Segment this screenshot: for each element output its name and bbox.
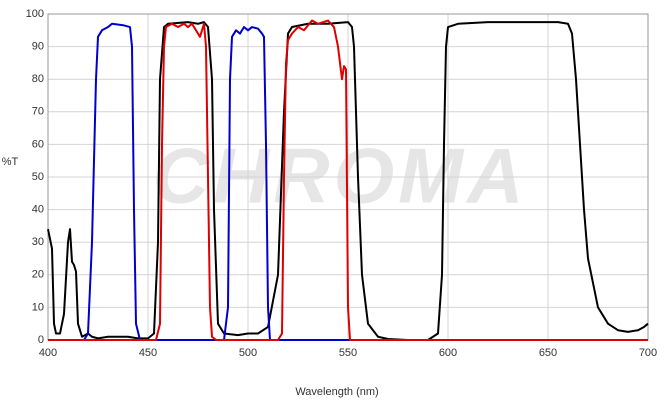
x-tick-label: 400 [39,347,57,359]
y-tick-label: 30 [32,236,44,248]
x-tick-label: 550 [339,347,357,359]
x-axis-label: Wavelength (nm) [295,386,378,398]
y-axis-label: %T [2,156,19,168]
x-tick-label: 650 [539,347,557,359]
y-tick-label: 100 [26,8,44,20]
y-tick-label: 80 [32,73,44,85]
spectrum-line [47,21,649,341]
y-tick-label: 70 [32,106,44,118]
y-tick-label: 90 [32,41,44,53]
y-tick-label: 0 [38,334,44,346]
x-tick-label: 600 [439,347,457,359]
x-tick-label: 500 [239,347,257,359]
x-tick-label: 450 [139,347,157,359]
spectrum-line [48,19,648,341]
y-tick-label: 10 [32,301,44,313]
y-tick-label: 20 [32,269,44,281]
y-tick-label: 60 [32,138,44,150]
y-tick-label: 50 [32,171,44,183]
x-tick-label: 700 [639,347,657,359]
y-tick-label: 40 [32,204,44,216]
